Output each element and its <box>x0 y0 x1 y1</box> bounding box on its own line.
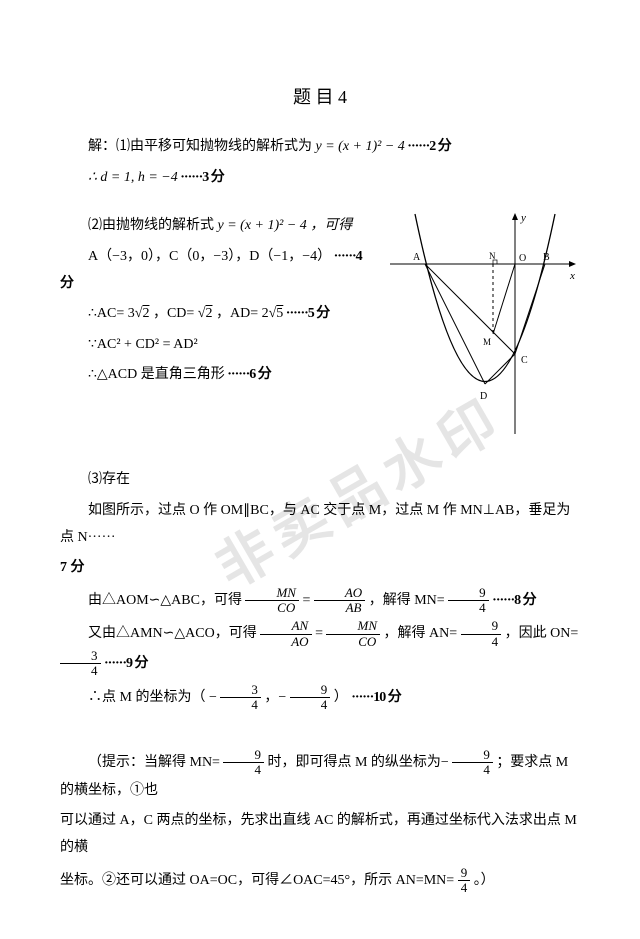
svg-text:A: A <box>413 252 421 263</box>
svg-text:D: D <box>480 391 487 402</box>
line-11: 又由△AMN∽△ACO，可得 ANAO = MNCO ，解得 AN= 94 ，因… <box>60 619 580 678</box>
line-9: 如图所示，过点 O 作 OM∥BC，与 AC 交于点 M，过点 M 作 MN⊥A… <box>60 498 580 551</box>
svg-text:N: N <box>489 251 496 261</box>
line-1: 解：⑴由平移可知抛物线的解析式为 y = (x + 1)² − 4 ······… <box>60 134 580 161</box>
svg-text:y: y <box>520 212 526 224</box>
line-8: ⑶存在 <box>60 467 580 494</box>
svg-text:C: C <box>521 355 528 366</box>
svg-text:x: x <box>569 270 575 282</box>
line-9-score: 7 分 <box>60 555 580 582</box>
line-2: ∴ d = 1, h = −4 ······3 分 <box>60 165 580 192</box>
parabola-diagram: y x A B O N M C D <box>385 209 580 439</box>
line-10: 由△AOM∽△ABC，可得 MNCO = AOAB ，解得 MN= 94 ···… <box>60 586 580 616</box>
svg-text:B: B <box>543 252 550 263</box>
line-12: ∴点 M 的坐标为（ − 34 ，− 94 ） ······10 分 <box>60 683 580 713</box>
page-title: 题 目 4 <box>60 80 580 114</box>
svg-text:O: O <box>519 253 526 264</box>
hint-3: 坐标。②还可以通过 OA=OC，可得∠OAC=45°，所示 AN=MN= 94 … <box>60 866 580 896</box>
hint-2: 可以通过 A，C 两点的坐标，先求出直线 AC 的解析式，再通过坐标代入法求出点… <box>60 808 580 861</box>
svg-text:M: M <box>483 337 491 347</box>
hint-1: （提示：当解得 MN= 94 时，即可得点 M 的纵坐标为− 94 ；要求点 M… <box>60 748 580 804</box>
